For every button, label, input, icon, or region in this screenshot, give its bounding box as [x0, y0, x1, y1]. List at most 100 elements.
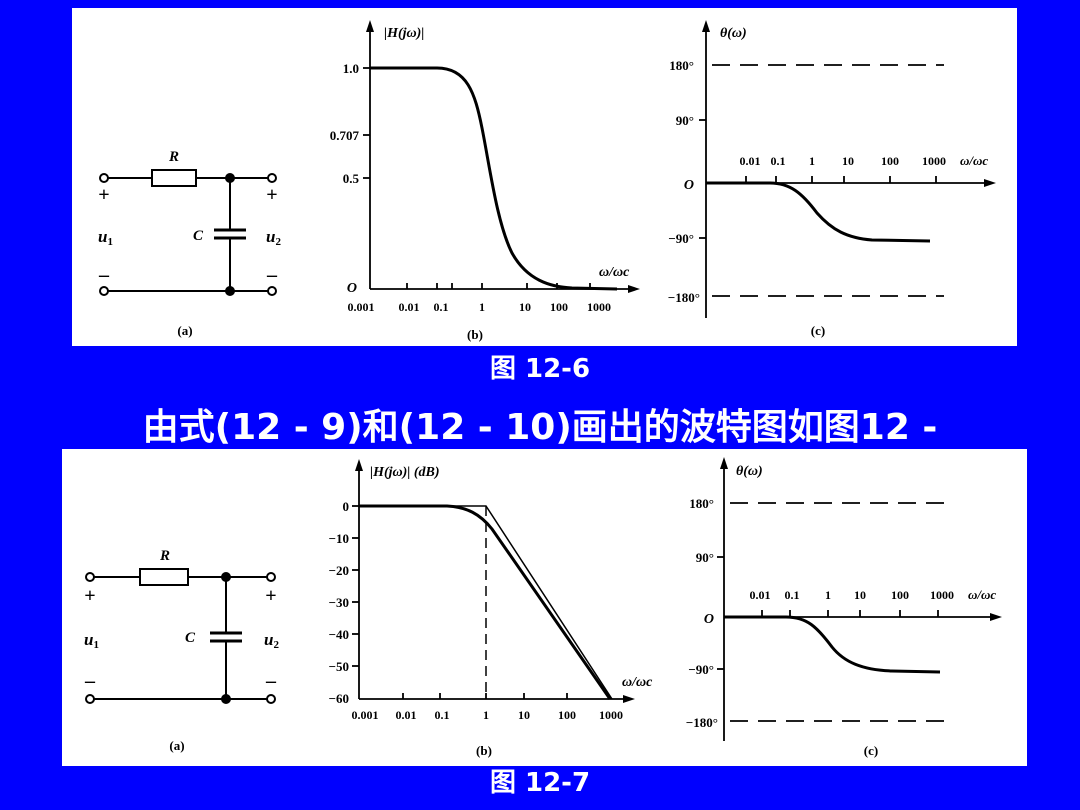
fig7-phase-x-arrow	[990, 613, 1002, 621]
fig7-mag-ytick-4: −30	[329, 595, 349, 610]
fig6-phase-ytick-3: −90°	[668, 231, 694, 246]
fig6-phase-xtick-6: 1000	[922, 154, 946, 168]
fig6-phase-xlabel: ω/ωc	[960, 153, 988, 168]
input-voltage-label-2: u1	[84, 630, 99, 651]
fig7-phase-ytick-3: −90°	[688, 662, 714, 677]
sublabel-a: (a)	[177, 323, 192, 338]
sublabel-b-2: (b)	[476, 743, 492, 758]
fig7-mag-xtick-4: 1	[483, 708, 489, 722]
fig7-mag-xtick-3: 0.1	[435, 708, 450, 722]
fig7-mag-ytick-2: −10	[329, 531, 349, 546]
fig6-phase-axes	[699, 26, 987, 318]
fig7-magnitude-axes	[352, 465, 627, 700]
fig7-mag-ytick-7: −60	[329, 691, 349, 706]
fig6-phase-y-arrow	[702, 20, 710, 32]
fig6-mag-xlabel: ω/ωc	[599, 265, 630, 280]
fig7-mag-xlabel: ω/ωc	[622, 675, 653, 690]
fig7-mag-xtick-2: 0.01	[396, 708, 417, 722]
fig7-mag-ytick-3: −20	[329, 563, 349, 578]
fig6-mag-ylabel: |H(jω)|	[384, 26, 424, 41]
fig6-mag-xtick-5: 10	[519, 300, 531, 314]
circuit-a	[99, 169, 277, 296]
fig6-mag-x-arrow	[628, 285, 640, 293]
caption-figure-12-7: 图 12-7	[489, 768, 591, 798]
fig6-phase-ytick-4: −180°	[668, 290, 700, 305]
caption-figure-12-6: 图 12-6	[489, 354, 591, 384]
fig7-mag-xtick-7: 1000	[599, 708, 623, 722]
fig6-mag-xtick-2: 0.01	[399, 300, 420, 314]
fig6-mag-xtick-4: 1	[479, 300, 485, 314]
capacitor-label-2: C	[185, 630, 196, 646]
fig7-mag-y-arrow	[355, 459, 363, 471]
resistor-label: R	[168, 149, 179, 165]
fig7-phase-xtick-6: 1000	[930, 588, 954, 602]
fig6-phase-xtick-5: 100	[881, 154, 899, 168]
input-plus: +	[98, 184, 109, 206]
fig7-phase-ytick-2: 90°	[696, 550, 714, 565]
fig6-phase-ytick-1: 180°	[669, 58, 694, 73]
fig6-mag-origin: O	[347, 281, 357, 296]
fig6-mag-xtick-3: 0.1	[434, 300, 449, 314]
fig7-phase-ytick-1: 180°	[689, 496, 714, 511]
fig7-phase-curve	[724, 615, 941, 674]
fig7-phase-ylabel: θ(ω)	[736, 464, 763, 479]
fig7-mag-xtick-5: 10	[518, 708, 530, 722]
fig7-mag-x-arrow	[623, 695, 635, 703]
fig6-phase-curve	[706, 181, 931, 243]
fig7-phase-xlabel: ω/ωc	[968, 587, 996, 602]
fig7-phase-y-arrow	[720, 457, 728, 469]
capacitor-label: C	[193, 228, 204, 244]
input-minus-2: –	[84, 670, 96, 692]
fig6-magnitude-curve	[370, 66, 618, 291]
fig7-phase-xtick-4: 10	[854, 588, 866, 602]
fig6-phase-xtick-4: 10	[842, 154, 854, 168]
fig6-phase-xtick-2: 0.1	[771, 154, 786, 168]
input-voltage-label: u1	[98, 227, 113, 248]
sublabel-b: (b)	[467, 327, 483, 342]
fig6-mag-xtick-1: 0.001	[348, 300, 375, 314]
slide-heading: 由式(12 - 9)和(12 - 10)画出的波特图如图12 -	[142, 407, 938, 448]
output-minus-2: –	[265, 670, 277, 692]
fig6-magnitude-axes	[363, 26, 632, 290]
fig7-phase-xtick-3: 1	[825, 588, 831, 602]
resistor	[151, 169, 197, 187]
fig7-phase-origin: O	[704, 612, 714, 627]
figure-12-7-panel: R C + + – – u1 u2 (a) |H(jω)| (dB) 0 −10…	[62, 449, 1027, 766]
fig6-phase-x-arrow	[984, 179, 996, 187]
fig6-mag-ytick-3: 0.5	[343, 171, 360, 186]
fig6-mag-ytick-2: 0.707	[330, 128, 360, 143]
output-plus: +	[266, 184, 277, 206]
fig7-mag-ytick-5: −40	[329, 627, 349, 642]
fig7-phase-xtick-1: 0.01	[750, 588, 771, 602]
fig7-mag-ytick-1: 0	[343, 499, 350, 514]
fig7-phase-axes	[717, 463, 992, 741]
fig6-phase-ytick-2: 90°	[676, 113, 694, 128]
output-voltage-label-2: u2	[264, 630, 279, 651]
circuit-a-2	[85, 568, 276, 704]
fig7-mag-xtick-1: 0.001	[352, 708, 379, 722]
fig7-phase-xtick-5: 100	[891, 588, 909, 602]
fig6-mag-xtick-7: 1000	[587, 300, 611, 314]
figure-12-6-svg: R C + + – – u1 u2 (a) |H(jω)| 1.0 0.707 …	[98, 20, 996, 342]
fig7-mag-ylabel: |H(jω)| (dB)	[370, 465, 440, 480]
fig7-phase-xtick-2: 0.1	[785, 588, 800, 602]
figure-12-6-panel: R C + + – – u1 u2 (a) |H(jω)| 1.0 0.707 …	[72, 8, 1017, 346]
input-minus: –	[98, 264, 110, 286]
fig6-phase-xtick-1: 0.01	[740, 154, 761, 168]
output-minus: –	[266, 264, 278, 286]
fig7-phase-ytick-4: −180°	[686, 715, 718, 730]
resistor-label-2: R	[159, 548, 170, 564]
input-plus-2: +	[84, 585, 95, 607]
fig6-mag-ytick-1: 1.0	[343, 61, 359, 76]
fig6-phase-xtick-3: 1	[809, 154, 815, 168]
fig7-magnitude-curve	[359, 504, 612, 700]
fig7-mag-ytick-6: −50	[329, 659, 349, 674]
resistor-2	[139, 568, 189, 586]
figure-12-7-svg: R C + + – – u1 u2 (a) |H(jω)| (dB) 0 −10…	[84, 457, 1002, 758]
fig7-mag-xtick-6: 100	[558, 708, 576, 722]
fig6-phase-ylabel: θ(ω)	[720, 26, 747, 41]
sublabel-c: (c)	[811, 323, 825, 338]
output-plus-2: +	[265, 585, 276, 607]
fig6-mag-y-arrow	[366, 20, 374, 32]
sublabel-a-2: (a)	[169, 738, 184, 753]
